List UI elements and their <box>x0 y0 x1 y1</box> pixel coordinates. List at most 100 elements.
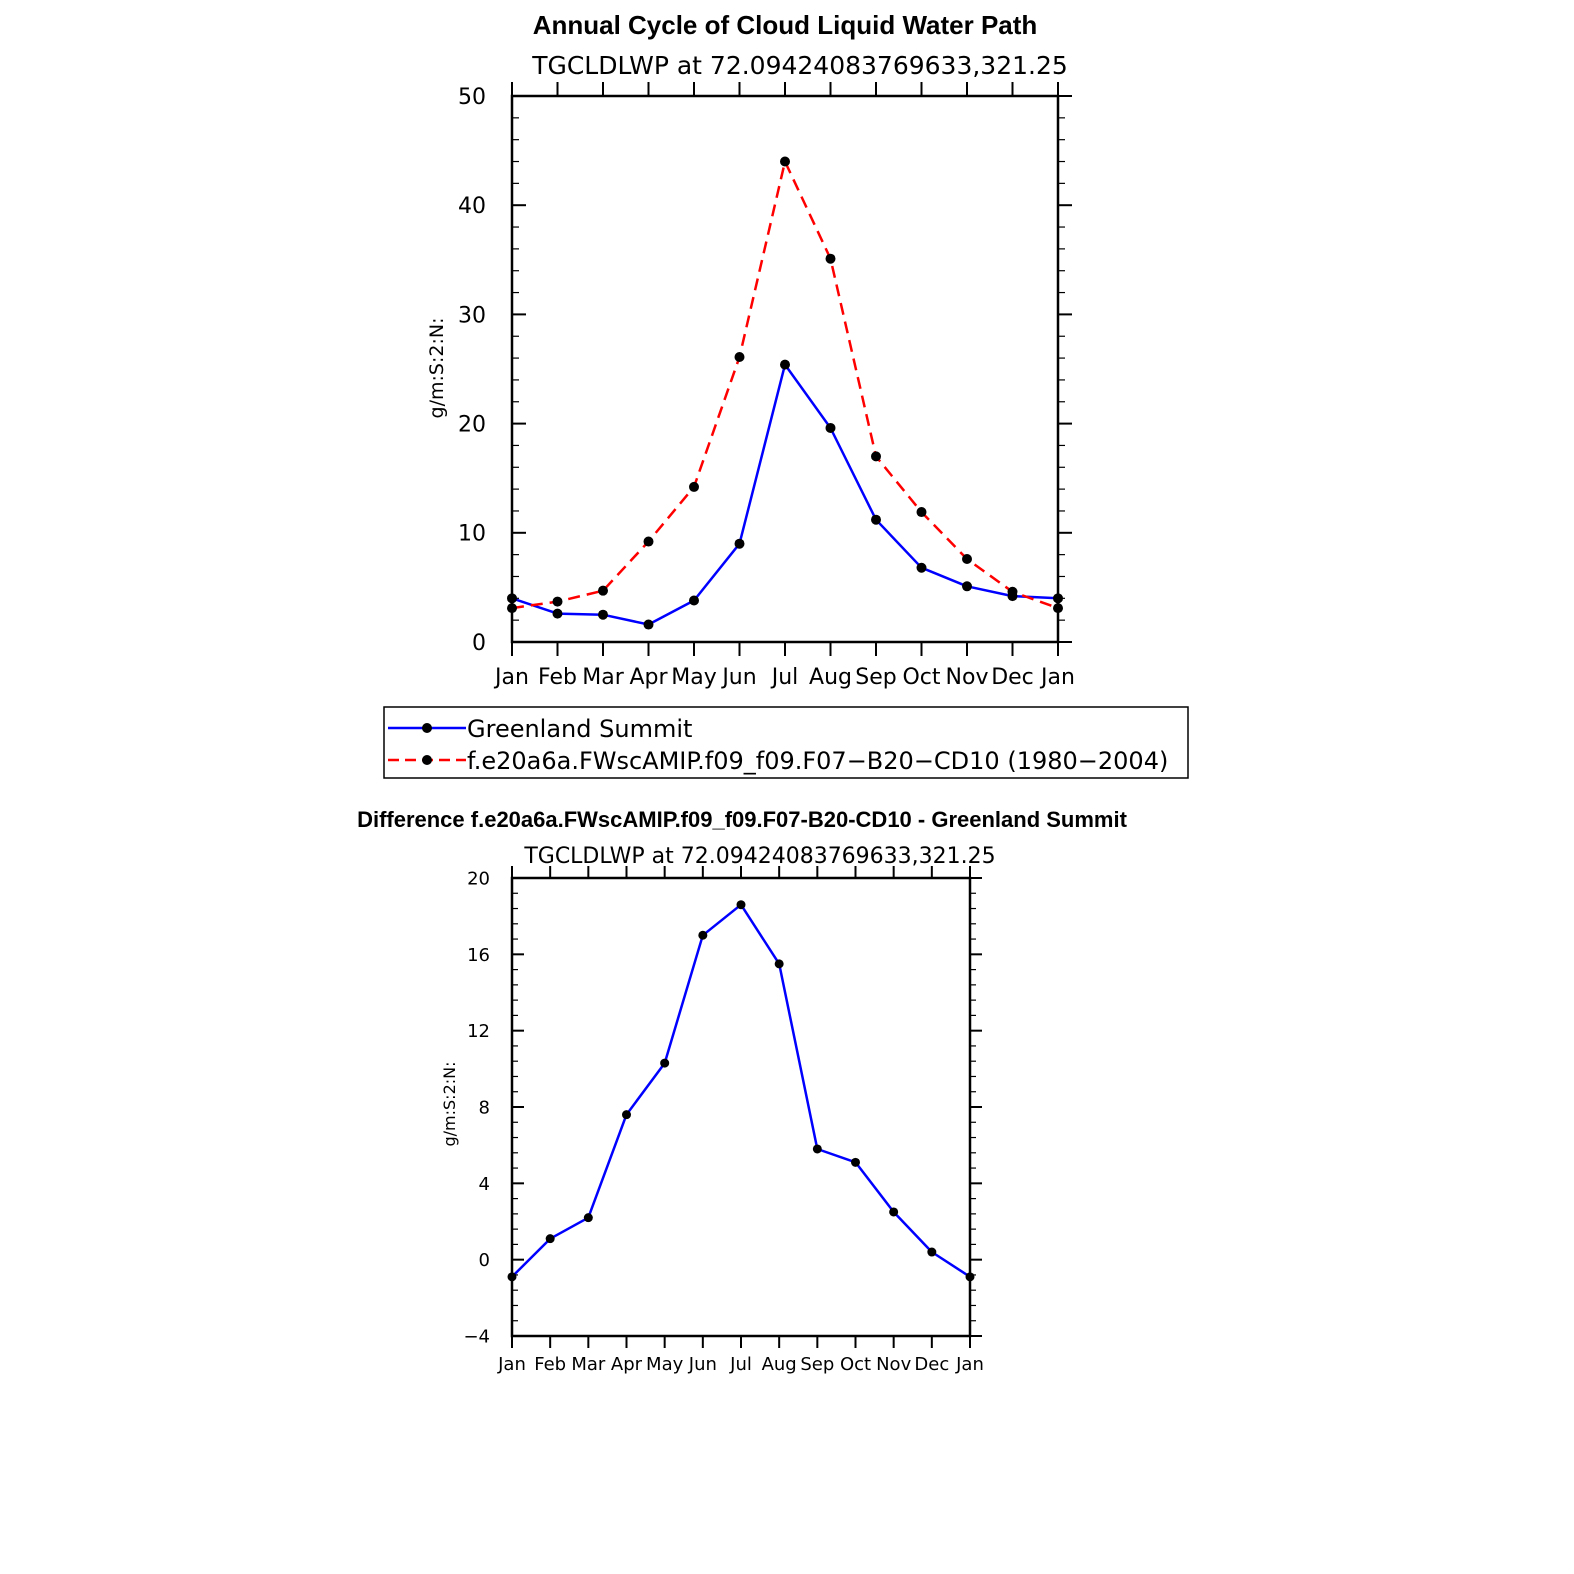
y-tick-label: 20 <box>467 868 490 889</box>
x-tick-label: May <box>671 665 716 690</box>
x-tick-label: Sep <box>855 665 896 690</box>
series-1-point <box>689 481 699 492</box>
series-0-point <box>545 1234 555 1244</box>
y-tick-labels: −4 0 4 8 12 16 20 <box>463 868 490 1347</box>
series-0-point <box>871 514 881 525</box>
y-tick-label: 0 <box>479 1250 490 1271</box>
tick-marks <box>511 82 1072 656</box>
x-tick-label: Apr <box>629 665 668 690</box>
x-tick-label: Feb <box>534 1354 566 1375</box>
series-0-point <box>736 900 746 910</box>
series-0-point <box>780 359 790 370</box>
x-tick-label: Oct <box>840 1354 871 1375</box>
legend-label-greenland-summit: Greenland Summit <box>467 715 692 743</box>
y-tick-label: 30 <box>458 303 486 328</box>
series-0-point <box>507 1272 517 1282</box>
axes-frame <box>510 876 972 1338</box>
legend-marker-model <box>422 755 432 765</box>
y-axis-label: g/m:S:2:N: <box>426 318 448 419</box>
series-0-point <box>965 1272 975 1282</box>
y-tick-label: 4 <box>479 1174 490 1195</box>
y-tick-label: 10 <box>458 522 486 547</box>
series-0-point <box>622 1110 631 1120</box>
legend-label-model: f.e20a6a.FWscAMIP.f09_f09.F07−B20−CD10 (… <box>467 747 1168 775</box>
x-tick-label: Mar <box>571 1354 606 1375</box>
series-group <box>507 900 975 1282</box>
x-tick-label: Jan <box>497 1354 526 1375</box>
x-tick-label: Jun <box>720 665 756 690</box>
series-1-point <box>780 156 790 167</box>
chart-subtitle: TGCLDLWP at 72.09424083769633,321.25 <box>531 51 1068 80</box>
x-tick-label: Nov <box>876 1354 911 1375</box>
x-tick-label: Jul <box>729 1354 752 1375</box>
series-1-point <box>507 603 517 614</box>
x-tick-label: Feb <box>538 665 577 690</box>
series-1-point <box>643 536 654 547</box>
x-tick-labels: Jan Feb Mar Apr May Jun Jul Aug Sep Oct Nov Dec Jan <box>497 1354 984 1375</box>
series-0-point <box>927 1247 937 1257</box>
series-1-point <box>734 351 745 362</box>
series-1-point <box>1053 603 1063 614</box>
series-line-0 <box>511 363 1059 626</box>
plot-frame <box>510 876 972 1338</box>
series-0-point <box>774 959 784 969</box>
y-tick-label: 16 <box>467 945 490 966</box>
series-0-point <box>583 1213 593 1223</box>
x-tick-label: Dec <box>991 665 1034 690</box>
x-tick-label: Apr <box>611 1354 643 1375</box>
series-0-point <box>660 1058 670 1068</box>
x-tick-labels: Jan Feb Mar Apr May Jun Jul Aug Sep Oct Nov Dec Jan <box>493 665 1075 690</box>
series-1-point <box>825 253 836 264</box>
x-tick-label: Dec <box>914 1354 949 1375</box>
x-tick-label: Oct <box>902 665 940 690</box>
series-0-point <box>643 619 654 630</box>
series-0-point <box>825 422 836 433</box>
x-tick-label: May <box>646 1354 684 1375</box>
series-line-0 <box>511 903 971 1278</box>
chart-title: Difference f.e20a6a.FWscAMIP.f09_f09.F07… <box>357 807 1128 832</box>
series-group <box>507 156 1063 630</box>
chart-subtitle: TGCLDLWP at 72.09424083769633,321.25 <box>523 844 995 869</box>
x-tick-label: Aug <box>762 1354 797 1375</box>
x-tick-label: Jan <box>1039 665 1075 690</box>
legend: Greenland Summit f.e20a6a.FWscAMIP.f09_f… <box>383 706 1189 779</box>
series-0-point <box>507 593 517 604</box>
y-tick-labels: 0 10 20 30 40 50 <box>458 85 486 656</box>
x-tick-label: Aug <box>809 665 852 690</box>
series-0-point <box>1053 593 1063 604</box>
series-0-point <box>598 609 608 620</box>
y-axis-label: g/m:S:2:N: <box>440 1062 459 1147</box>
series-0-point <box>689 595 699 606</box>
tick-marks <box>511 866 982 1348</box>
y-tick-label: 8 <box>479 1097 490 1118</box>
difference-chart: Difference f.e20a6a.FWscAMIP.f09_f09.F07… <box>357 807 1128 1375</box>
series-1-point <box>1007 586 1018 597</box>
series-0-point <box>812 1144 822 1154</box>
y-tick-label: 50 <box>458 85 486 110</box>
series-1-point <box>598 585 608 596</box>
legend-marker-greenland-summit <box>422 723 432 733</box>
series-1-point <box>871 451 881 462</box>
x-tick-label: Mar <box>582 665 624 690</box>
legend-box <box>383 706 1189 779</box>
series-line-1 <box>511 160 1059 610</box>
y-tick-label: 20 <box>458 413 486 438</box>
series-0-point <box>916 562 927 573</box>
x-tick-label: Jul <box>770 665 799 690</box>
x-tick-label: Nov <box>946 665 989 690</box>
y-tick-label: 0 <box>472 631 486 656</box>
series-0-point <box>698 930 708 940</box>
series-0-point <box>552 608 563 619</box>
y-tick-label: −4 <box>463 1326 490 1347</box>
y-tick-label: 40 <box>458 194 486 219</box>
series-0-point <box>962 581 972 592</box>
y-tick-label: 12 <box>467 1021 490 1042</box>
series-0-point <box>851 1157 860 1167</box>
x-tick-label: Jan <box>493 665 529 690</box>
series-1-point <box>962 554 972 565</box>
x-tick-label: Jun <box>688 1354 717 1375</box>
x-tick-label: Sep <box>800 1354 834 1375</box>
series-0-point <box>889 1207 899 1217</box>
annual-cycle-chart: Annual Cycle of Cloud Liquid Water Path … <box>383 10 1189 779</box>
